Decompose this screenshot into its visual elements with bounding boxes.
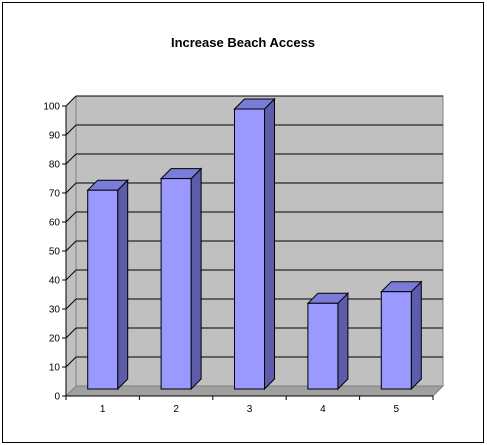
bar-face — [160, 178, 192, 390]
gridline-side — [65, 211, 77, 223]
bar-face — [380, 291, 412, 390]
gridline-side — [65, 153, 77, 165]
y-tick-label: 30 — [49, 305, 61, 316]
bar-side — [190, 167, 202, 391]
y-tick-label: 90 — [49, 131, 61, 142]
bar — [159, 167, 203, 391]
gridline-side — [65, 95, 77, 107]
y-tick-label: 40 — [49, 276, 61, 287]
gridline-side — [65, 356, 77, 368]
y-tick-label: 70 — [49, 189, 61, 200]
y-tick-label: 100 — [43, 102, 60, 113]
bar-side — [337, 292, 349, 391]
bar-face — [234, 108, 265, 390]
x-tick-label: 3 — [247, 404, 253, 415]
bar — [306, 292, 350, 391]
gridline-side — [65, 269, 77, 281]
bar — [86, 178, 129, 391]
bar-face — [307, 302, 339, 390]
gridline-side — [65, 327, 77, 339]
x-tick-label: 2 — [173, 404, 179, 415]
bar-side — [117, 178, 129, 391]
gridline-side — [65, 124, 77, 136]
x-tick-label: 1 — [100, 404, 106, 415]
y-tick-label: 80 — [49, 160, 61, 171]
gridline-side — [65, 182, 77, 194]
bar-side — [410, 280, 422, 391]
bar — [233, 97, 276, 391]
bar-face — [87, 189, 119, 390]
x-tick-label: 5 — [394, 404, 400, 415]
chart-title: Increase Beach Access — [170, 35, 316, 50]
bar-side — [264, 97, 275, 391]
bar — [380, 280, 423, 391]
y-tick-label: 60 — [49, 218, 61, 229]
y-tick-label: 50 — [49, 247, 61, 258]
y-tick-label: 10 — [49, 363, 61, 374]
x-tick-label: 4 — [320, 404, 326, 415]
y-tick-label: 20 — [49, 334, 61, 345]
y-tick-label: 0 — [54, 392, 60, 403]
gridline-side — [65, 240, 77, 252]
gridline-side — [65, 298, 77, 310]
